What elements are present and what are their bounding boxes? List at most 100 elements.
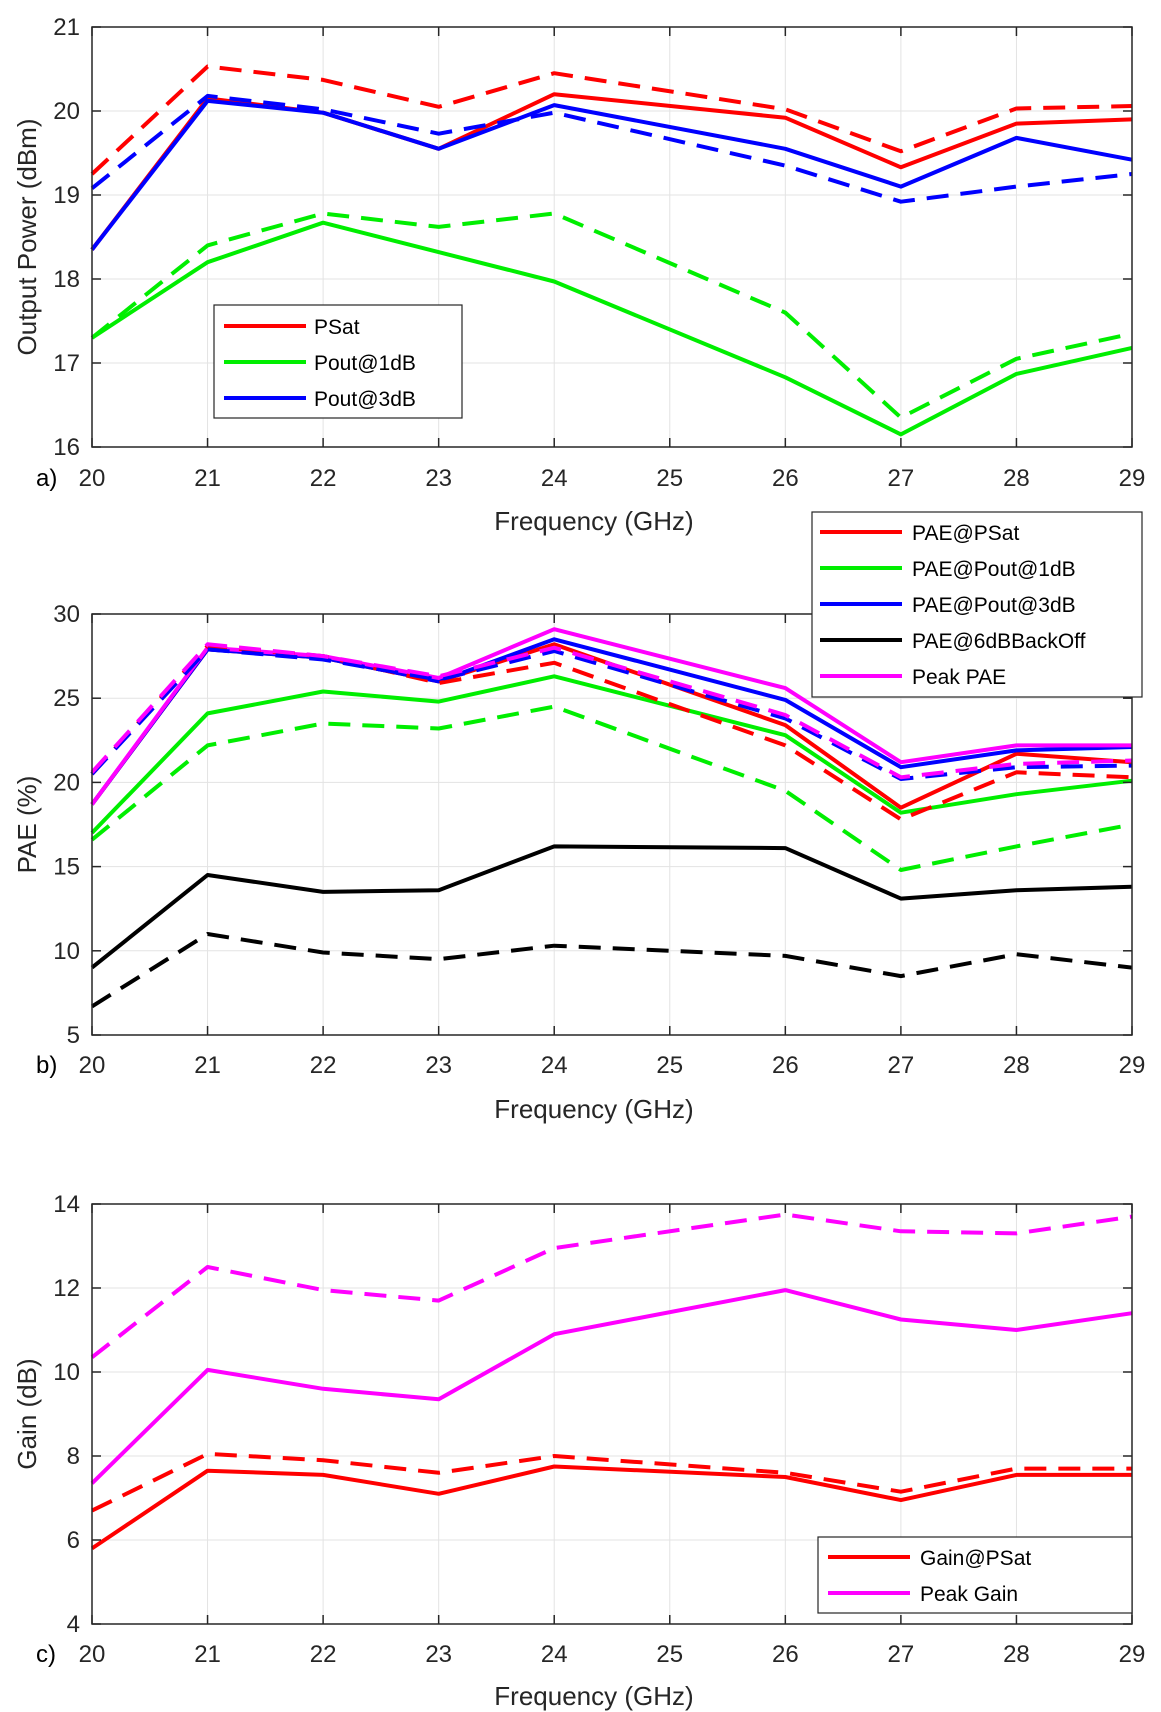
legend-label: Pout@1dB (314, 352, 416, 375)
legend-label: PSat (314, 316, 360, 339)
legend: PAE@PSat PAE@Pout@1dB PAE@Pout@3dB PAE@6dBB… (811, 511, 1143, 698)
y-tick-label: 6 (67, 1527, 80, 1554)
x-tick-label: 24 (541, 1052, 568, 1079)
series-lines (90, 1212, 1133, 1551)
x-tick-label: 27 (888, 1641, 915, 1668)
x-tick-label: 23 (425, 1641, 452, 1668)
chart-panel-1: 20 21 22 23 24 25 26 27 28 29 16 17 18 19 20 21 Frequenc… (12, 14, 1145, 536)
y-tick-label: 19 (53, 182, 80, 209)
legend-label: PAE@PSat (912, 522, 1019, 545)
series-lines (90, 64, 1133, 437)
tick-labels: 20 21 22 23 24 25 26 27 28 29 5 10 15 20 25 30 (53, 601, 1145, 1079)
x-tick-label: 29 (1119, 1052, 1146, 1079)
x-tick-label: 21 (194, 1052, 221, 1079)
y-axis-label: Gain (dB) (12, 1358, 42, 1469)
series-line-pout-3db (90, 98, 1133, 251)
series-line-peak-pae-dashed (90, 642, 1133, 780)
y-tick-label: 4 (67, 1611, 80, 1638)
x-tick-label: 21 (194, 1641, 221, 1668)
x-axis-label: Frequency (GHz) (494, 1094, 693, 1124)
legend-label: Pout@3dB (314, 388, 416, 411)
x-tick-label: 20 (79, 1641, 106, 1668)
x-tick-label: 26 (772, 465, 799, 492)
x-tick-label: 27 (888, 465, 915, 492)
x-tick-label: 22 (310, 1052, 337, 1079)
y-tick-label: 5 (67, 1022, 80, 1049)
legend-label: PAE@Pout@3dB (912, 594, 1076, 617)
x-tick-label: 28 (1003, 1052, 1030, 1079)
series-line-gain-psat (90, 1464, 1132, 1551)
y-tick-label: 14 (53, 1191, 80, 1218)
x-tick-label: 27 (888, 1052, 915, 1079)
y-tick-label: 20 (53, 769, 80, 796)
x-tick-label: 20 (79, 1052, 106, 1079)
x-tick-label: 25 (656, 465, 683, 492)
series-line-pout-3db-dashed (90, 93, 1133, 204)
x-axis-label: Frequency (GHz) (494, 1681, 693, 1711)
legend-label: Peak PAE (912, 666, 1006, 689)
y-tick-label: 8 (67, 1443, 80, 1470)
series-line-peak-gain-dashed (90, 1212, 1133, 1359)
y-tick-label: 15 (53, 854, 80, 881)
chart-panel-2: 20 21 22 23 24 25 26 27 28 29 5 10 15 20 25 30 Frequency… (12, 511, 1145, 1124)
tick-labels: 20 21 22 23 24 25 26 27 28 29 16 17 18 19 20 21 (53, 14, 1145, 492)
series-line-psat-dashed (90, 64, 1133, 176)
legend-label: PAE@Pout@1dB (912, 558, 1076, 581)
legend-box (817, 1536, 1133, 1614)
y-tick-label: 17 (53, 350, 80, 377)
axes-box (91, 26, 1133, 448)
x-tick-label: 21 (194, 465, 221, 492)
panel-label: a) (36, 465, 57, 492)
y-tick-label: 16 (53, 434, 80, 461)
series-line-pae-pout-1db-dashed (90, 704, 1133, 872)
x-tick-label: 29 (1119, 465, 1146, 492)
x-tick-label: 23 (425, 465, 452, 492)
x-tick-label: 24 (541, 1641, 568, 1668)
legend: PSat Pout@1dB Pout@3dB (213, 304, 463, 419)
axes-box (91, 1203, 1133, 1625)
y-tick-label: 30 (53, 601, 80, 628)
series-line-pae-pout-1db (90, 674, 1133, 835)
series-line-pout-1db-dashed (90, 211, 1133, 420)
series-line-pae-6dbbackoff (90, 844, 1133, 970)
y-tick-label: 25 (53, 685, 80, 712)
y-tick-label: 21 (53, 14, 80, 41)
axes-box (91, 613, 1133, 1036)
y-tick-label: 10 (53, 938, 80, 965)
legend: Gain@PSat Peak Gain (817, 1536, 1133, 1614)
panel-label: c) (36, 1641, 56, 1668)
x-tick-label: 23 (425, 1052, 452, 1079)
x-tick-label: 25 (656, 1052, 683, 1079)
x-tick-label: 20 (79, 465, 106, 492)
panel-label: b) (36, 1052, 57, 1079)
y-tick-label: 12 (53, 1275, 80, 1302)
x-tick-label: 28 (1003, 1641, 1030, 1668)
legend-label: Gain@PSat (920, 1547, 1031, 1570)
x-tick-label: 28 (1003, 465, 1030, 492)
series-line-pae-pout-3db-dashed (90, 647, 1133, 781)
x-tick-label: 22 (310, 465, 337, 492)
x-tick-label: 25 (656, 1641, 683, 1668)
legend-label: PAE@6dBBackOff (912, 630, 1086, 653)
y-axis-label: PAE (%) (12, 776, 42, 874)
y-tick-label: 18 (53, 266, 80, 293)
series-line-peak-gain (90, 1288, 1133, 1485)
x-tick-label: 22 (310, 1641, 337, 1668)
x-tick-label: 29 (1119, 1641, 1146, 1668)
series-line-pae-6dbbackoff-dashed (90, 932, 1133, 1009)
chart-panel-3: 20 21 22 23 24 25 26 27 28 29 4 6 8 10 12 14 Frequency (… (12, 1191, 1145, 1711)
series-line-gain-psat-dashed (91, 1451, 1132, 1513)
x-tick-label: 24 (541, 465, 568, 492)
series-lines (90, 627, 1133, 1009)
x-tick-label: 26 (772, 1641, 799, 1668)
series-line-pout-1db (90, 220, 1133, 437)
y-axis-label: Output Power (dBm) (12, 119, 42, 356)
y-tick-label: 10 (53, 1359, 80, 1386)
legend-label: Peak Gain (920, 1583, 1018, 1606)
tick-labels: 20 21 22 23 24 25 26 27 28 29 4 6 8 10 12 14 (53, 1191, 1145, 1668)
x-tick-label: 26 (772, 1052, 799, 1079)
x-axis-label: Frequency (GHz) (494, 506, 693, 536)
y-tick-label: 20 (53, 98, 80, 125)
